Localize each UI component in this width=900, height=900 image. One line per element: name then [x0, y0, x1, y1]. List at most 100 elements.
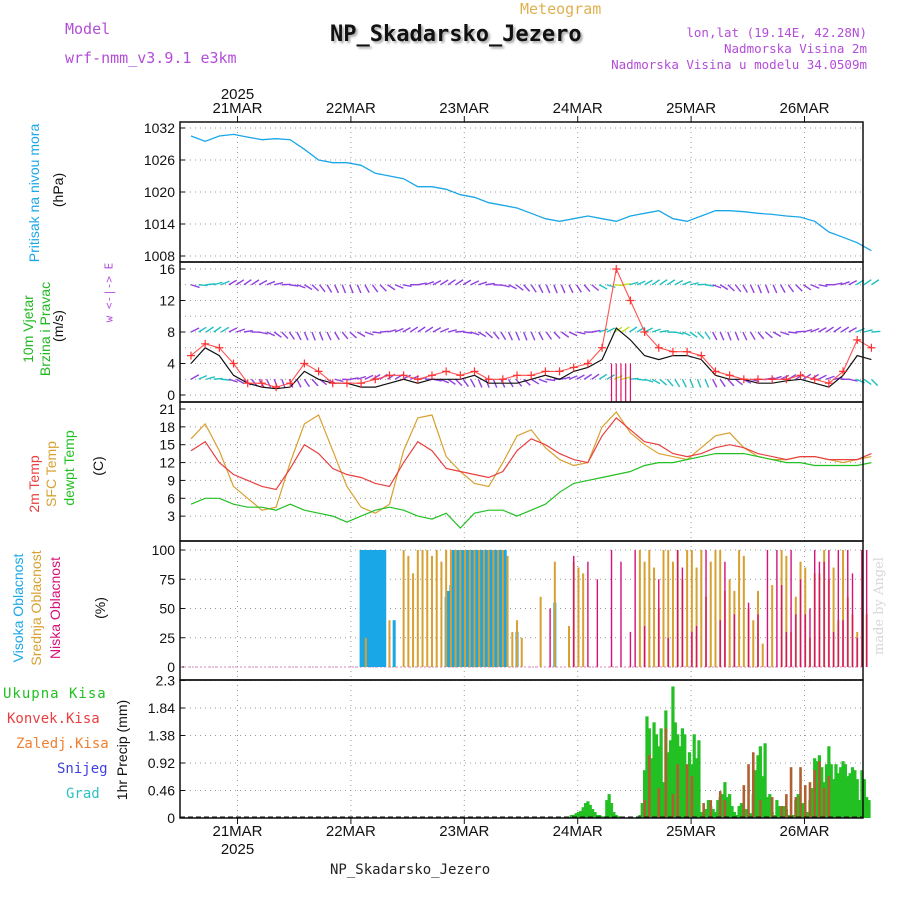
high-cloud-bar [447, 590, 451, 667]
wind-barb [334, 378, 344, 383]
high-cloud-bar [366, 550, 370, 667]
total-precip-bar [666, 752, 670, 818]
total-precip-bar [815, 761, 819, 818]
total-precip-bar [720, 794, 725, 818]
total-precip-bar [591, 809, 595, 818]
gust-marker [555, 367, 564, 376]
wind-barb [712, 331, 718, 341]
gust-marker [371, 375, 380, 384]
conv-precip-bar [770, 797, 774, 818]
mid-cloud-bar [761, 643, 764, 667]
wind-barb [598, 373, 608, 380]
wind-barb [523, 378, 531, 386]
wind-barb [538, 284, 544, 294]
mid-cloud-bar [478, 550, 481, 667]
mid-cloud-bar [738, 550, 741, 667]
gust-marker [527, 371, 536, 380]
wind-barb [371, 284, 379, 293]
wind-barb [243, 329, 253, 333]
y-tick-label: 25 [159, 630, 175, 646]
wind-barb [417, 282, 427, 286]
total-precip-bar [775, 800, 779, 818]
wind-barb [258, 279, 268, 286]
wind-barb [545, 331, 553, 340]
wind-barb [681, 378, 687, 388]
wind-barb [757, 331, 765, 340]
wind-barb [682, 331, 691, 337]
wind-barb [274, 282, 284, 286]
wind-barb [810, 327, 820, 333]
high-cloud-bar [494, 550, 498, 667]
conv-precip-bar [827, 776, 831, 818]
wind-barb [682, 280, 692, 286]
low-cloud-bar [832, 631, 835, 667]
total-precip-bar [860, 770, 864, 818]
low-cloud-bar [856, 637, 858, 667]
wind-barb [508, 284, 517, 290]
total-precip-bar [737, 806, 741, 818]
y-tick-label: 12 [159, 293, 175, 309]
wind-barb [614, 284, 624, 287]
wind-barb [356, 331, 366, 338]
wind-barb [802, 284, 812, 291]
conv-precip-bar [671, 794, 675, 818]
total-precip-bar [687, 752, 692, 818]
total-precip-bar [661, 782, 666, 818]
gust-marker [328, 379, 337, 388]
wind-barb [818, 374, 827, 380]
wind-barb [734, 378, 743, 386]
total-precip-bar [857, 800, 862, 818]
total-precip-bar [768, 794, 772, 818]
wind-barb [251, 279, 260, 286]
conv-precip-bar [813, 770, 816, 818]
wind-barb [606, 284, 616, 289]
x-tick-label-bottom: 25MAR [666, 823, 716, 840]
wind-barb [235, 279, 245, 286]
total-precip-bar [713, 812, 718, 818]
high-cloud-bar [503, 550, 507, 667]
low-cloud-bar [681, 567, 684, 667]
wind-barb [598, 284, 608, 290]
wind-barb [742, 331, 748, 341]
conv-precip-bar [785, 794, 788, 818]
low-cloud-bar [724, 561, 726, 667]
wind-barb [530, 331, 536, 341]
high-cloud-bar [475, 550, 479, 667]
wind-barb [341, 331, 349, 340]
wind-barb [810, 284, 820, 289]
wind-barb [840, 281, 850, 286]
low-cloud-bar [596, 579, 599, 667]
total-precip-bar [640, 803, 644, 818]
y-tick-label: 12 [159, 455, 175, 471]
y-tick-label: 3 [167, 508, 175, 524]
total-precip-bar [659, 728, 663, 818]
wind-barb [553, 284, 558, 294]
gust-marker [513, 371, 522, 380]
wind-barb [470, 280, 480, 286]
low-cloud-bar [757, 614, 759, 667]
total-precip-bar [643, 770, 647, 818]
total-precip-bar [763, 743, 767, 818]
gust-marker [654, 343, 663, 352]
total-precip-bar [853, 770, 857, 818]
wind-barb [848, 327, 857, 333]
wind-barb [825, 326, 834, 333]
mid-cloud-bar [520, 637, 523, 667]
total-precip-bar [680, 728, 684, 818]
wind-barb [440, 327, 450, 333]
mid-cloud-bar [440, 561, 443, 667]
gust-marker [470, 367, 479, 376]
wind-barb [417, 326, 426, 333]
wind-barb [515, 331, 521, 341]
wind-barb [764, 284, 770, 294]
wind-barb [712, 378, 718, 388]
total-precip-bar [668, 740, 673, 818]
mid-cloud-bar [407, 555, 410, 667]
gust-marker [456, 371, 465, 380]
mid-cloud-bar [449, 550, 452, 667]
gust-marker [867, 343, 876, 352]
total-precip-bar [848, 773, 852, 818]
y-tick-label: 50 [159, 601, 175, 617]
total-precip-bar [765, 797, 770, 818]
wind-barb [848, 378, 858, 382]
